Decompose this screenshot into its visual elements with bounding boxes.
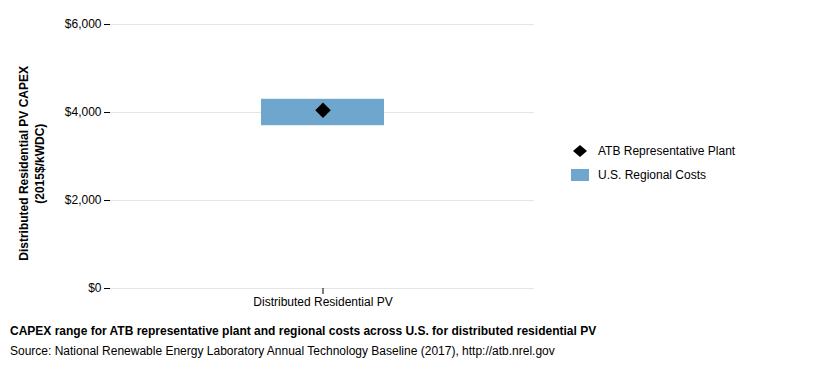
html-text:Distributed Residential PV CAP: Distributed Residential PV CAPEX (2015$/…: [16, 65, 47, 261]
svg-text:Distributed Residential PV: Distributed Residential PV: [253, 295, 392, 309]
html-text:U.S. Regional Costs: U.S. Regional Costs: [598, 168, 706, 182]
html-text:CAPEX range for ATB representa: CAPEX range for ATB representative plant…: [10, 324, 597, 338]
svg-text:$6,000: $6,000: [65, 17, 102, 31]
svg-text:$4,000: $4,000: [65, 105, 102, 119]
html-text:ATB Representative Plant: ATB Representative Plant: [598, 144, 736, 158]
html-text:Source: National Renewable Ene: Source: National Renewable Energy Labora…: [10, 344, 555, 358]
svg-text:$0: $0: [88, 281, 102, 295]
svg-text:$2,000: $2,000: [65, 193, 102, 207]
